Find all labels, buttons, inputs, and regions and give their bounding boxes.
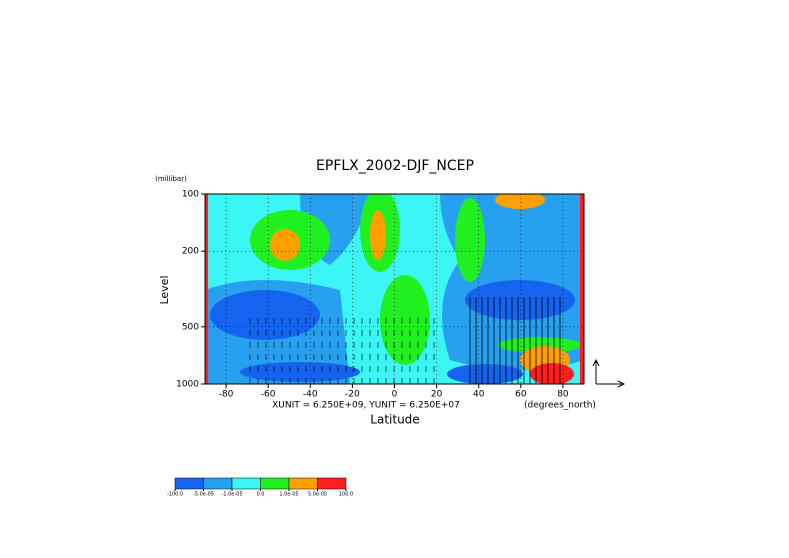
colorbar-label: 0.0 (257, 492, 265, 498)
colorbar-cell (288, 477, 318, 490)
x-unit: (degrees_north) (524, 401, 596, 411)
colorbar: -100.0 -5.0e-05 -1.0e-05 0.0 1.0e-05 5.0e-05 1… (167, 477, 353, 498)
contour-region (380, 275, 430, 365)
y-axis-label: Level (158, 275, 171, 304)
axes: -80 -60 -40 -20 0 20 40 60 80 100 200 500 1000 (176, 190, 585, 400)
x-tick-label: 80 (557, 390, 569, 400)
contour-region (580, 194, 584, 384)
colorbar-cell (174, 477, 204, 490)
colorbar-label: -1.0e-05 (222, 492, 243, 498)
colorbar-cell (317, 477, 347, 490)
contour-region (455, 198, 485, 282)
contour-region (498, 337, 582, 353)
contour-region (205, 194, 208, 384)
colorbar-label: 100.0 (339, 492, 353, 498)
x-tick-label: -80 (219, 390, 234, 400)
y-tick-label: 200 (182, 247, 199, 257)
x-tick-label: -60 (261, 390, 276, 400)
x-tick-label: 20 (431, 390, 443, 400)
colorbar-label: 5.0e-05 (308, 492, 327, 498)
colorbar-label: -100.0 (167, 492, 183, 498)
x-axis-label: Latitude (370, 413, 419, 427)
contour-region (465, 280, 575, 320)
contour-region (370, 210, 386, 260)
x-tick-label: -40 (303, 390, 318, 400)
y-unit: (millibar) (155, 175, 187, 183)
x-tick-label: 0 (392, 390, 398, 400)
x-tick-label: -20 (345, 390, 360, 400)
chart-title: EPFLX_2002-DJF_NCEP (316, 158, 474, 174)
contour-region (495, 194, 545, 209)
contour-region (210, 290, 320, 340)
contour-region (530, 363, 574, 384)
vector-key (592, 358, 626, 388)
colorbar-label: 1.0e-05 (279, 492, 298, 498)
y-tick-label: 500 (182, 322, 199, 332)
colorbar-label: -5.0e-05 (193, 492, 214, 498)
x-tick-label: 40 (473, 390, 485, 400)
colorbar-cell (203, 477, 233, 490)
x-tick-label: 60 (515, 390, 527, 400)
vector-units: XUNIT = 6.250E+09, YUNIT = 6.250E+07 (272, 401, 460, 411)
contour-region (270, 229, 300, 261)
colorbar-cell (231, 477, 261, 490)
y-tick-label: 100 (182, 190, 199, 200)
contour-region (447, 364, 523, 384)
y-tick-label: 1000 (176, 380, 199, 390)
colorbar-cell (260, 477, 290, 490)
contour-field (205, 194, 584, 384)
